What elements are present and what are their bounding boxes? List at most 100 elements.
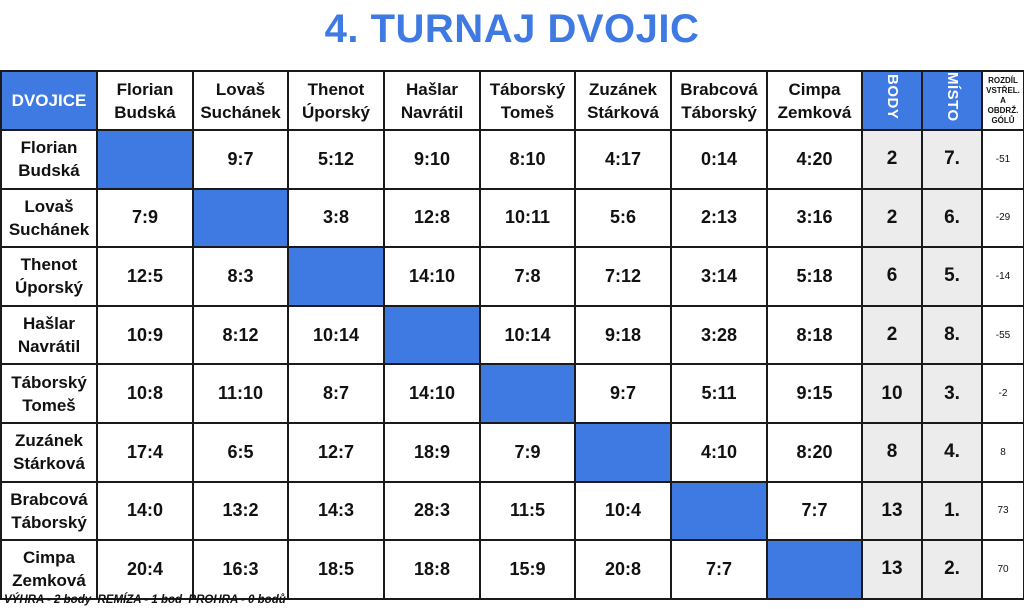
score-cell: 3:8 [287,187,385,249]
score-cell: 3:14 [670,246,768,307]
goal-difference-cell: -55 [981,304,1024,366]
points-cell: 2 [861,187,923,249]
score-cell: 12:8 [383,187,481,249]
score-cell: 5:18 [766,246,863,307]
score-cell: 10:8 [96,363,194,424]
place-cell: 4. [921,421,983,483]
score-cell: 0:14 [670,129,768,190]
score-cell: 4:17 [574,129,672,190]
row-team-name: Zuzánek Stárková [0,421,98,483]
header-team: Hašlar Navrátil [383,70,481,131]
place-cell: 5. [921,246,983,307]
score-cell: 6:5 [192,421,289,483]
score-cell: 8:18 [766,304,863,366]
score-cell: 10:11 [479,187,576,249]
score-cell: 15:9 [479,539,576,600]
score-cell: 14:10 [383,246,481,307]
score-cell: 5:6 [574,187,672,249]
score-cell: 16:3 [192,539,289,600]
row-team-name: Florian Budská [0,129,98,190]
score-cell: 9:7 [192,129,289,190]
points-cell: 13 [861,539,923,600]
score-cell: 11:5 [479,480,576,542]
score-cell: 10:14 [479,304,576,366]
goal-difference-cell: -2 [981,363,1024,424]
header-pairs: DVOJICE [0,70,98,131]
goal-difference-cell: -29 [981,187,1024,249]
header-team: Lovaš Suchánek [192,70,289,131]
score-cell: 14:3 [287,480,385,542]
place-cell: 2. [921,539,983,600]
place-cell: 1. [921,480,983,542]
score-cell: 3:16 [766,187,863,249]
self-match-cell [192,187,289,249]
row-team-name: Táborský Tomeš [0,363,98,424]
table-row: Hašlar Navrátil 10:9 8:12 10:14 10:14 9:18 3:28… [0,304,1024,366]
scoring-legend: VÝHRA - 2 body REMÍZA - 1 bod PROHRA - 0… [4,594,286,606]
self-match-cell [383,304,481,366]
row-team-name: Brabcová Táborský [0,480,98,542]
score-cell: 8:12 [192,304,289,366]
goal-difference-cell: 70 [981,539,1024,600]
score-cell: 5:12 [287,129,385,190]
table-row: Lovaš Suchánek 7:9 3:8 12:8 10:11 5:6 2:13 3:16 2… [0,187,1024,249]
score-cell: 13:2 [192,480,289,542]
table-row: Florian Budská 9:7 5:12 9:10 8:10 4:17 0:14 4:20… [0,129,1024,190]
results-table: DVOJICE Florian Budská Lovaš Suchánek Then… [0,70,1024,600]
score-cell: 18:8 [383,539,481,600]
header-goal-difference: ROZDÍL VSTŘEL. A OBDRŽ. GÓLŮ [981,70,1024,131]
points-cell: 2 [861,304,923,366]
score-cell: 4:10 [670,421,768,483]
score-cell: 9:15 [766,363,863,424]
header-team: Zuzánek Stárková [574,70,672,131]
score-cell: 2:13 [670,187,768,249]
table-row: Thenot Úporský 12:5 8:3 14:10 7:8 7:12 3:14 5:18… [0,246,1024,307]
score-cell: 8:20 [766,421,863,483]
score-cell: 12:7 [287,421,385,483]
self-match-cell [574,421,672,483]
score-cell: 20:4 [96,539,194,600]
score-cell: 28:3 [383,480,481,542]
score-cell: 12:5 [96,246,194,307]
header-row: DVOJICE Florian Budská Lovaš Suchánek Then… [0,70,1024,131]
row-team-name: Cimpa Zemková [0,539,98,600]
score-cell: 14:0 [96,480,194,542]
points-cell: 10 [861,363,923,424]
place-cell: 8. [921,304,983,366]
score-cell: 7:9 [96,187,194,249]
score-cell: 20:8 [574,539,672,600]
row-team-name: Lovaš Suchánek [0,187,98,249]
score-cell: 4:20 [766,129,863,190]
score-cell: 7:7 [670,539,768,600]
goal-difference-cell: -14 [981,246,1024,307]
score-cell: 17:4 [96,421,194,483]
score-cell: 10:14 [287,304,385,366]
header-team: Thenot Úporský [287,70,385,131]
score-cell: 14:10 [383,363,481,424]
place-cell: 6. [921,187,983,249]
points-cell: 2 [861,129,923,190]
place-cell: 3. [921,363,983,424]
place-cell: 7. [921,129,983,190]
self-match-cell [287,246,385,307]
header-place: MÍSTO [921,70,983,131]
score-cell: 7:9 [479,421,576,483]
score-cell: 9:10 [383,129,481,190]
page-title: 4. TURNAJ DVOJIC [324,7,700,51]
goal-difference-cell: -51 [981,129,1024,190]
score-cell: 7:7 [766,480,863,542]
score-cell: 3:28 [670,304,768,366]
table-row: Zuzánek Stárková 17:4 6:5 12:7 18:9 7:9 4:10 8:2… [0,421,1024,483]
table-row: Táborský Tomeš 10:8 11:10 8:7 14:10 9:7 5:11 9:1… [0,363,1024,424]
score-cell: 10:9 [96,304,194,366]
header-team: Cimpa Zemková [766,70,863,131]
score-cell: 9:18 [574,304,672,366]
self-match-cell [96,129,194,190]
row-team-name: Hašlar Navrátil [0,304,98,366]
header-team: Florian Budská [96,70,194,131]
score-cell: 11:10 [192,363,289,424]
score-cell: 5:11 [670,363,768,424]
goal-difference-cell: 8 [981,421,1024,483]
score-cell: 10:4 [574,480,672,542]
header-team: Brabcová Táborský [670,70,768,131]
